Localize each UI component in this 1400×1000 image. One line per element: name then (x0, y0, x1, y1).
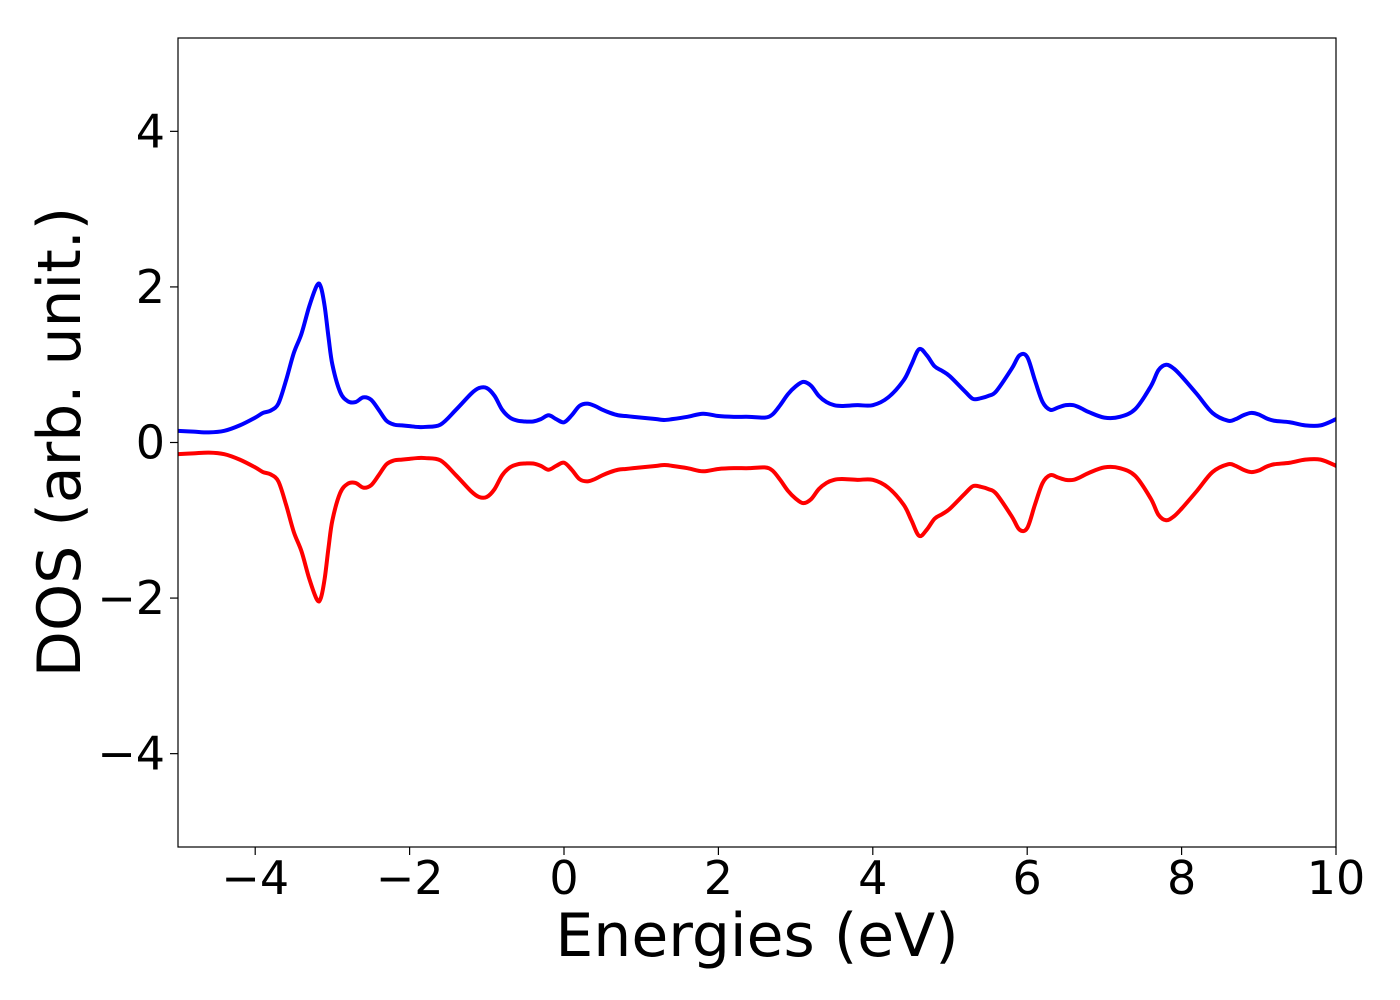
series-layer (178, 281, 1336, 604)
y-tick-label: 0 (136, 416, 165, 470)
x-tick-label: 0 (549, 851, 578, 905)
y-tick-label: −4 (97, 727, 165, 781)
x-tick-label: 8 (1167, 851, 1196, 905)
y-tick-label: −2 (97, 571, 165, 625)
x-tick-label: 4 (858, 851, 887, 905)
x-tick-label: 6 (1013, 851, 1042, 905)
y-axis-ticks: −4 −2 0 2 4 (97, 104, 178, 781)
x-axis-title: Energies (eV) (555, 901, 958, 971)
series-line-1 (178, 281, 1336, 435)
x-tick-label: −4 (221, 851, 289, 905)
x-tick-label: 2 (704, 851, 733, 905)
x-tick-label: 10 (1307, 851, 1366, 905)
y-tick-label: 2 (136, 260, 165, 314)
y-tick-label: 4 (136, 104, 165, 158)
x-axis-ticks: −4 −2 0 2 4 6 8 10 (221, 847, 1365, 905)
y-axis-title: DOS (arb. unit.) (25, 207, 95, 677)
x-tick-label: −2 (376, 851, 444, 905)
series-line-2 (178, 450, 1336, 604)
